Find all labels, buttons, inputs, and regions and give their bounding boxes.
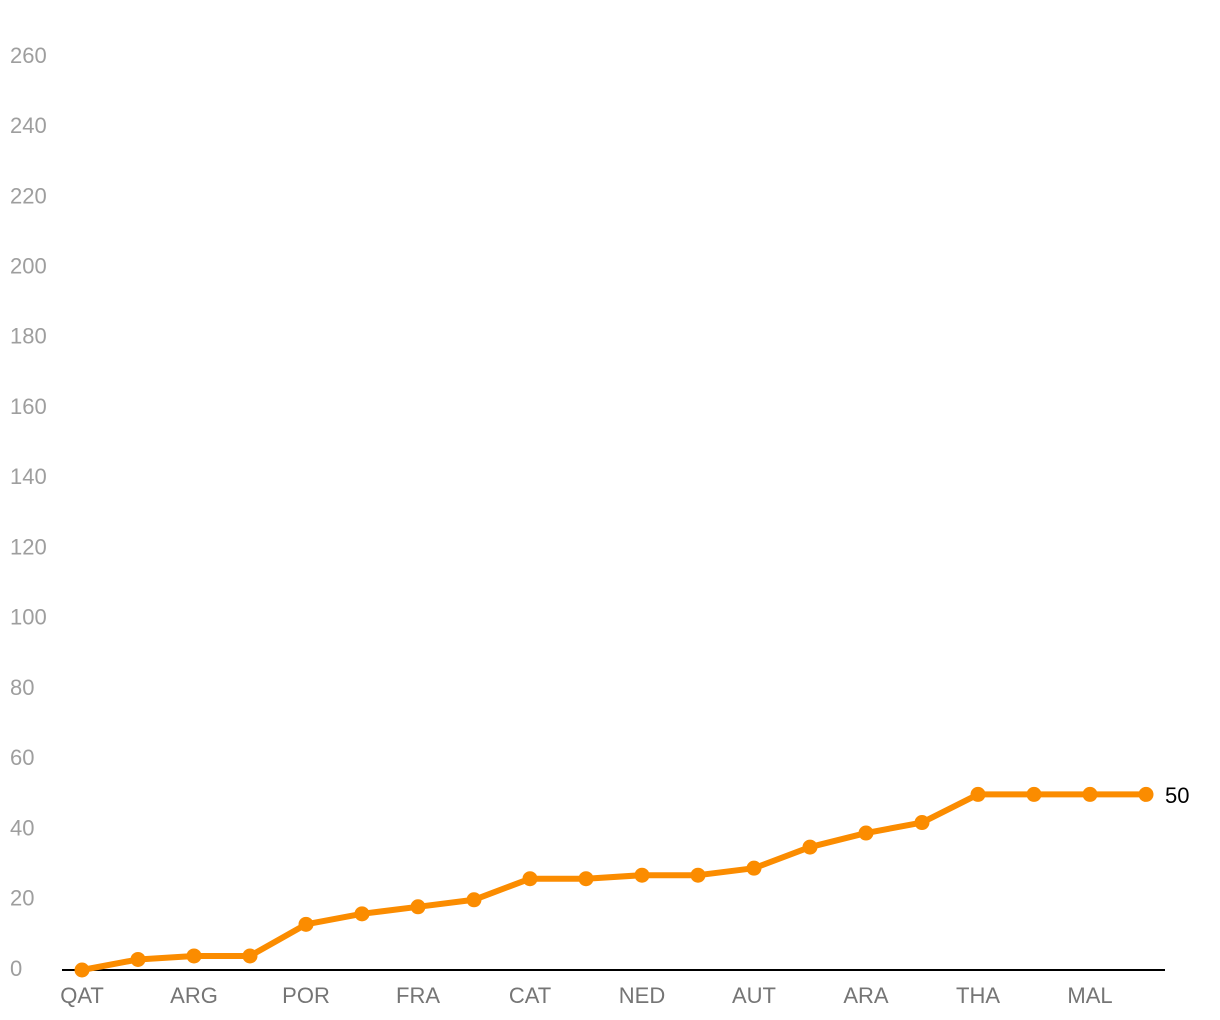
data-point — [1026, 786, 1042, 802]
x-tick-label: QAT — [60, 983, 104, 1008]
x-tick-label: NED — [619, 983, 665, 1008]
y-tick-label: 0 — [10, 956, 22, 981]
y-tick-label: 180 — [10, 324, 47, 349]
y-tick-label: 80 — [10, 675, 34, 700]
x-tick-label: AUT — [732, 983, 776, 1008]
data-point — [634, 867, 650, 883]
x-tick-label: THA — [956, 983, 1000, 1008]
data-point — [466, 892, 482, 908]
y-tick-label: 40 — [10, 815, 34, 840]
y-tick-label: 120 — [10, 534, 47, 559]
y-tick-label: 140 — [10, 464, 47, 489]
data-point — [522, 871, 538, 887]
data-point — [186, 948, 202, 964]
data-point — [1138, 786, 1154, 802]
series-line — [81, 791, 1146, 973]
y-tick-label: 200 — [10, 254, 47, 279]
data-point — [242, 948, 258, 964]
y-tick-label: 100 — [10, 605, 47, 630]
data-point — [410, 899, 426, 915]
y-tick-label: 220 — [10, 183, 47, 208]
data-point — [354, 906, 370, 922]
y-tick-label: 60 — [10, 745, 34, 770]
data-point — [746, 860, 762, 876]
data-point — [578, 871, 594, 887]
x-tick-label: MAL — [1067, 983, 1112, 1008]
data-point — [970, 786, 986, 802]
x-tick-label: POR — [282, 983, 330, 1008]
data-point — [74, 962, 90, 978]
x-tick-label: ARG — [170, 983, 218, 1008]
y-tick-label: 160 — [10, 394, 47, 419]
data-point — [298, 916, 314, 932]
data-point — [1082, 786, 1098, 802]
x-tick-label: CAT — [509, 983, 551, 1008]
data-point — [914, 815, 930, 831]
data-point — [858, 825, 874, 841]
x-tick-label: ARA — [843, 983, 889, 1008]
end-label: 50 — [1165, 783, 1189, 808]
x-tick-label: FRA — [396, 983, 440, 1008]
data-point — [690, 867, 706, 883]
y-tick-label: 260 — [10, 43, 47, 68]
data-point — [130, 951, 146, 967]
y-tick-label: 20 — [10, 886, 34, 911]
data-point — [802, 839, 818, 855]
y-tick-label: 240 — [10, 113, 47, 138]
